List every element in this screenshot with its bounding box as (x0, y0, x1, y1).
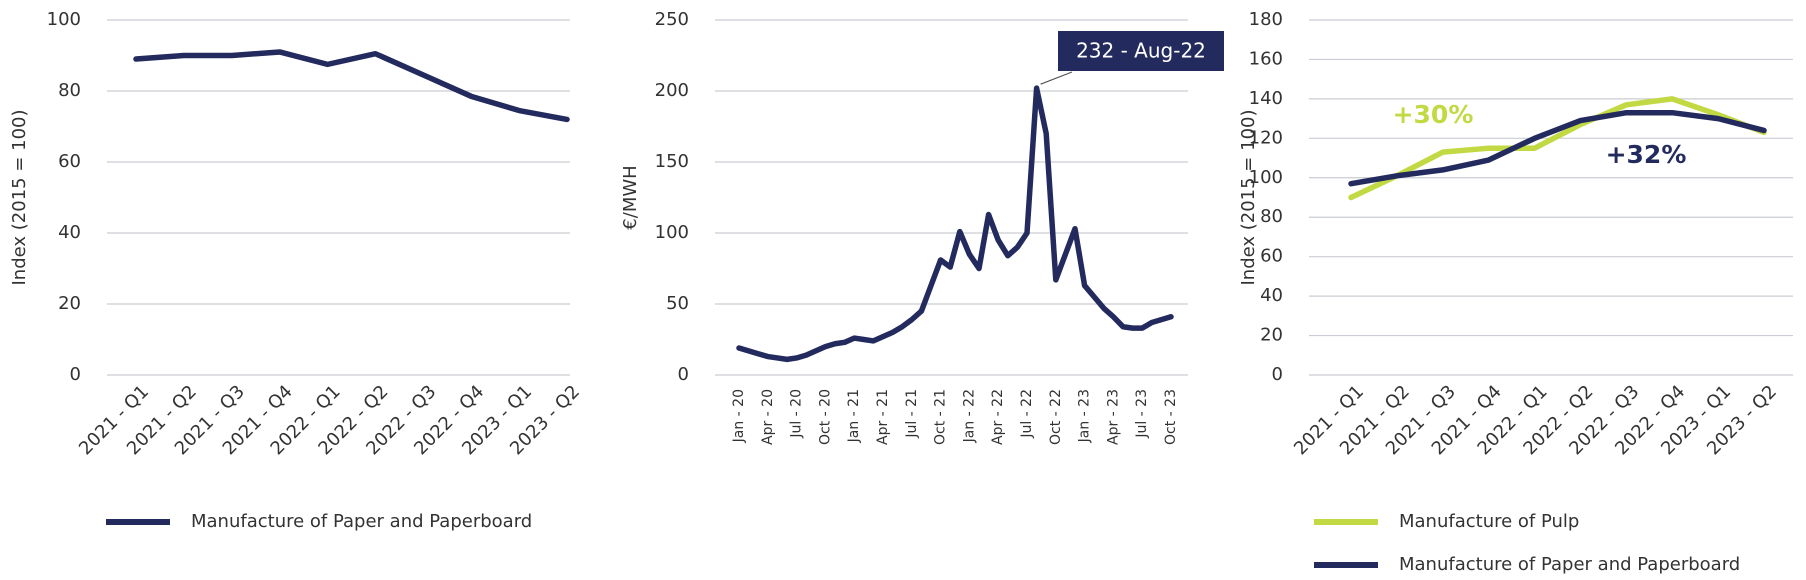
annotation-text: +32% (1606, 140, 1687, 169)
y-tick-label: 60 (58, 151, 81, 172)
y-tick-label: 160 (1249, 48, 1283, 69)
x-tick-label: Jul - 22 (1019, 389, 1035, 439)
y-tick-label: 20 (1260, 325, 1283, 346)
x-tick-label: Apr - 23 (1105, 389, 1121, 445)
y-tick-label: 40 (1260, 285, 1283, 306)
y-tick-label: 120 (1249, 127, 1283, 148)
y-tick-label: 40 (58, 222, 81, 243)
y-axis-label: Index (2015 = 100) (1238, 109, 1259, 285)
y-tick-label: 80 (1260, 206, 1283, 227)
y-tick-label: 0 (1272, 364, 1283, 385)
x-tick-label: Oct - 20 (817, 389, 833, 445)
x-tick-label: Jul - 23 (1134, 389, 1150, 439)
y-tick-label: 100 (47, 9, 81, 30)
y-tick-label: 150 (655, 151, 689, 172)
y-tick-label: 0 (678, 364, 689, 385)
y-axis-label: Index (2015 = 100) (9, 109, 30, 285)
line (736, 85, 1174, 363)
y-tick-label: 0 (70, 364, 81, 385)
annotation-text: 232 - Aug-22 (1076, 39, 1206, 63)
x-tick-label: Apr - 20 (760, 389, 776, 445)
legend-label: Manufacture of Pulp (1399, 511, 1579, 532)
x-tick-label: Jan - 23 (1077, 389, 1093, 443)
y-tick-label: 140 (1249, 88, 1283, 109)
x-tick-label: Oct - 21 (933, 389, 949, 445)
x-tick-label: Apr - 22 (990, 389, 1006, 445)
line (1348, 109, 1767, 187)
y-tick-label: 100 (1249, 167, 1283, 188)
annotation-leader (1040, 71, 1073, 85)
legend-label: Manufacture of Paper and Paperboard (1399, 554, 1740, 575)
y-tick-label: 20 (58, 293, 81, 314)
y-tick-label: 100 (655, 222, 689, 243)
y-axis-label: €/MWH (620, 165, 641, 229)
x-tick-label: Oct - 23 (1163, 389, 1179, 445)
y-tick-label: 80 (58, 80, 81, 101)
y-tick-label: 200 (655, 80, 689, 101)
annotation-text: +30% (1393, 100, 1474, 129)
x-tick-label: Jul - 20 (789, 389, 805, 439)
x-tick-label: Jan - 22 (961, 389, 977, 443)
x-tick-label: Apr - 21 (875, 389, 891, 445)
x-tick-label: Jul - 21 (904, 389, 920, 439)
line (1348, 96, 1767, 201)
y-tick-label: 180 (1249, 9, 1283, 30)
annotation-box (1058, 31, 1224, 71)
line (133, 49, 570, 123)
x-tick-label: Oct - 22 (1048, 389, 1064, 445)
x-tick-label: Jan - 21 (846, 389, 862, 443)
y-tick-label: 50 (666, 293, 689, 314)
y-tick-label: 60 (1260, 246, 1283, 267)
legend-label: Manufacture of Paper and Paperboard (191, 511, 532, 532)
x-tick-label: Jan - 20 (731, 389, 747, 443)
y-tick-label: 250 (655, 9, 689, 30)
